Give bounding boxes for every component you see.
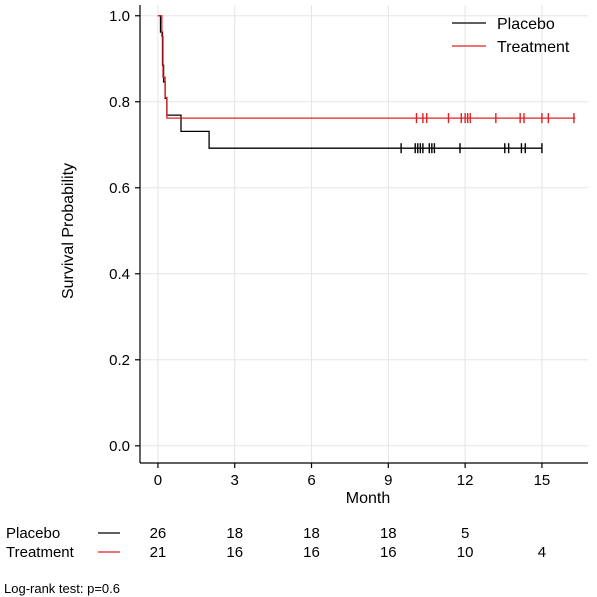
y-tick-label: 0.8	[109, 94, 130, 111]
axis-layer: 0.0 0.2 0.4 0.6 0.8 1.0 0 3 6 9 12 15	[109, 5, 588, 489]
risk-count: 26	[150, 525, 167, 542]
risk-count: 10	[457, 544, 474, 561]
x-tick-label: 15	[534, 472, 551, 489]
x-tick-label: 6	[307, 472, 315, 489]
risk-count: 18	[380, 525, 397, 542]
x-tick-label: 12	[457, 472, 474, 489]
risk-count: 16	[226, 544, 243, 561]
survival-curve-treatment	[157, 15, 576, 119]
risk-row-label: Treatment	[6, 544, 75, 561]
survival-curve-placebo	[157, 15, 542, 149]
risk-count: 16	[380, 544, 397, 561]
grid-layer	[140, 5, 588, 463]
y-tick-label: 1.0	[109, 8, 130, 25]
y-tick-label: 0.0	[109, 438, 130, 455]
risk-count: 4	[538, 544, 546, 561]
legend-label-placebo: Placebo	[497, 16, 555, 33]
x-axis-title: Month	[346, 490, 390, 507]
curve-layer	[157, 15, 576, 154]
risk-count: 21	[150, 544, 167, 561]
risk-count: 18	[303, 525, 320, 542]
risk-count: 16	[303, 544, 320, 561]
risk-count: 5	[461, 525, 469, 542]
legend-label-treatment: Treatment	[497, 39, 570, 56]
legend: Placebo Treatment	[452, 16, 570, 56]
risk-count: 18	[226, 525, 243, 542]
y-tick-label: 0.4	[109, 266, 130, 283]
x-tick-label: 9	[384, 472, 392, 489]
risk-table: Placebo 26 18 18 18 5 Treatment 21 16 16 16 10 4	[6, 525, 546, 561]
y-tick-label: 0.2	[109, 352, 130, 369]
y-axis-title: Survival Probability	[60, 163, 77, 299]
x-tick-label: 3	[231, 472, 239, 489]
log-rank-annotation: Log-rank test: p=0.6	[4, 581, 120, 596]
x-tick-label: 0	[154, 472, 162, 489]
risk-row-label: Placebo	[6, 525, 60, 542]
y-tick-label: 0.6	[109, 180, 130, 197]
